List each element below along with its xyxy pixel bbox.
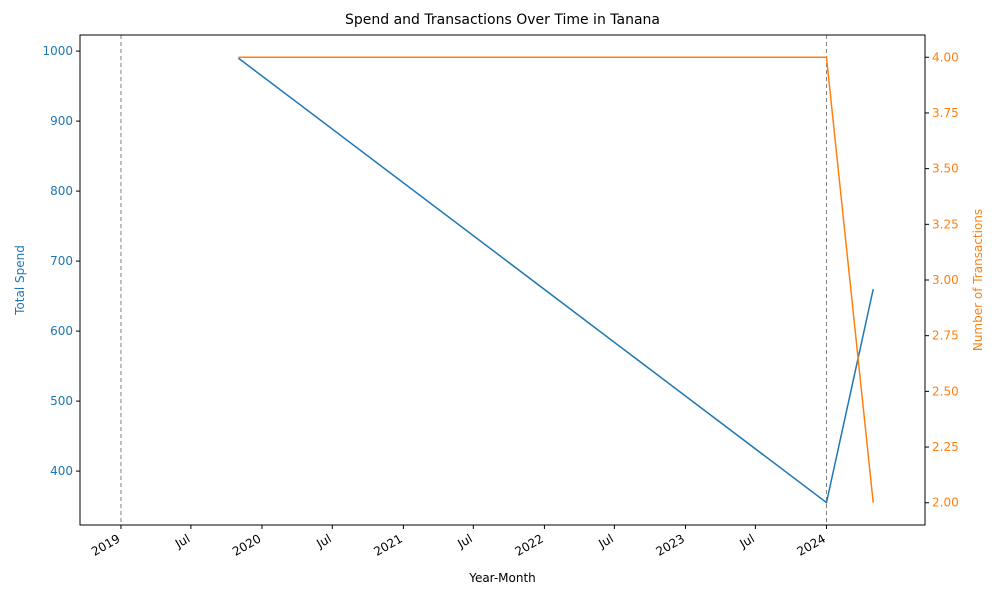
y-axis-right-label: Number of Transactions xyxy=(971,209,985,351)
x-axis: 2019 Jul 2020 Jul 2021 Jul 2022 Jul 2023 Jul 2024 xyxy=(89,525,828,559)
x-tick-label: 2020 xyxy=(230,531,263,558)
x-tick-label: Jul xyxy=(454,531,474,551)
x-tick-label: 2023 xyxy=(653,531,686,558)
y-left-tick-label: 800 xyxy=(50,184,73,198)
x-axis-label: Year-Month xyxy=(468,571,536,585)
y-right-tick-label: 2.00 xyxy=(932,496,959,510)
y-right-tick-label: 3.75 xyxy=(932,106,959,120)
y-axis-left: 400 500 600 700 800 900 1000 xyxy=(42,44,80,478)
plot-frame xyxy=(79,34,926,526)
total-spend-line xyxy=(237,57,874,504)
y-axis-right: 2.00 2.25 2.50 2.75 3.00 3.25 3.50 3.75 4.00 xyxy=(925,50,959,510)
y-left-tick-label: 600 xyxy=(50,324,73,338)
series-lines xyxy=(237,56,874,504)
x-tick-label: 2019 xyxy=(89,531,122,558)
y-right-tick-label: 3.25 xyxy=(932,217,959,231)
x-tick-label: Jul xyxy=(736,531,756,551)
transactions-line xyxy=(238,56,874,503)
y-right-tick-label: 2.25 xyxy=(932,440,959,454)
y-right-tick-label: 3.50 xyxy=(932,162,959,176)
y-left-tick-label: 700 xyxy=(50,254,73,268)
y-left-tick-label: 500 xyxy=(50,394,73,408)
x-tick-label: Jul xyxy=(172,531,192,551)
reference-lines xyxy=(120,35,827,525)
x-tick-label: 2024 xyxy=(795,531,828,558)
y-right-tick-label: 2.50 xyxy=(932,384,959,398)
chart-title: Spend and Transactions Over Time in Tana… xyxy=(345,12,660,28)
y-left-tick-label: 1000 xyxy=(42,44,73,58)
y-right-tick-label: 3.00 xyxy=(932,273,959,287)
x-tick-label: Jul xyxy=(313,531,333,551)
y-right-tick-label: 2.75 xyxy=(932,329,959,343)
x-tick-label: 2021 xyxy=(371,531,404,558)
y-left-tick-label: 900 xyxy=(50,114,73,128)
y-right-tick-label: 4.00 xyxy=(932,50,959,64)
y-left-tick-label: 400 xyxy=(50,464,73,478)
x-tick-label: Jul xyxy=(595,531,615,551)
x-tick-label: 2022 xyxy=(512,531,545,558)
y-axis-left-label: Total Spend xyxy=(13,245,27,316)
